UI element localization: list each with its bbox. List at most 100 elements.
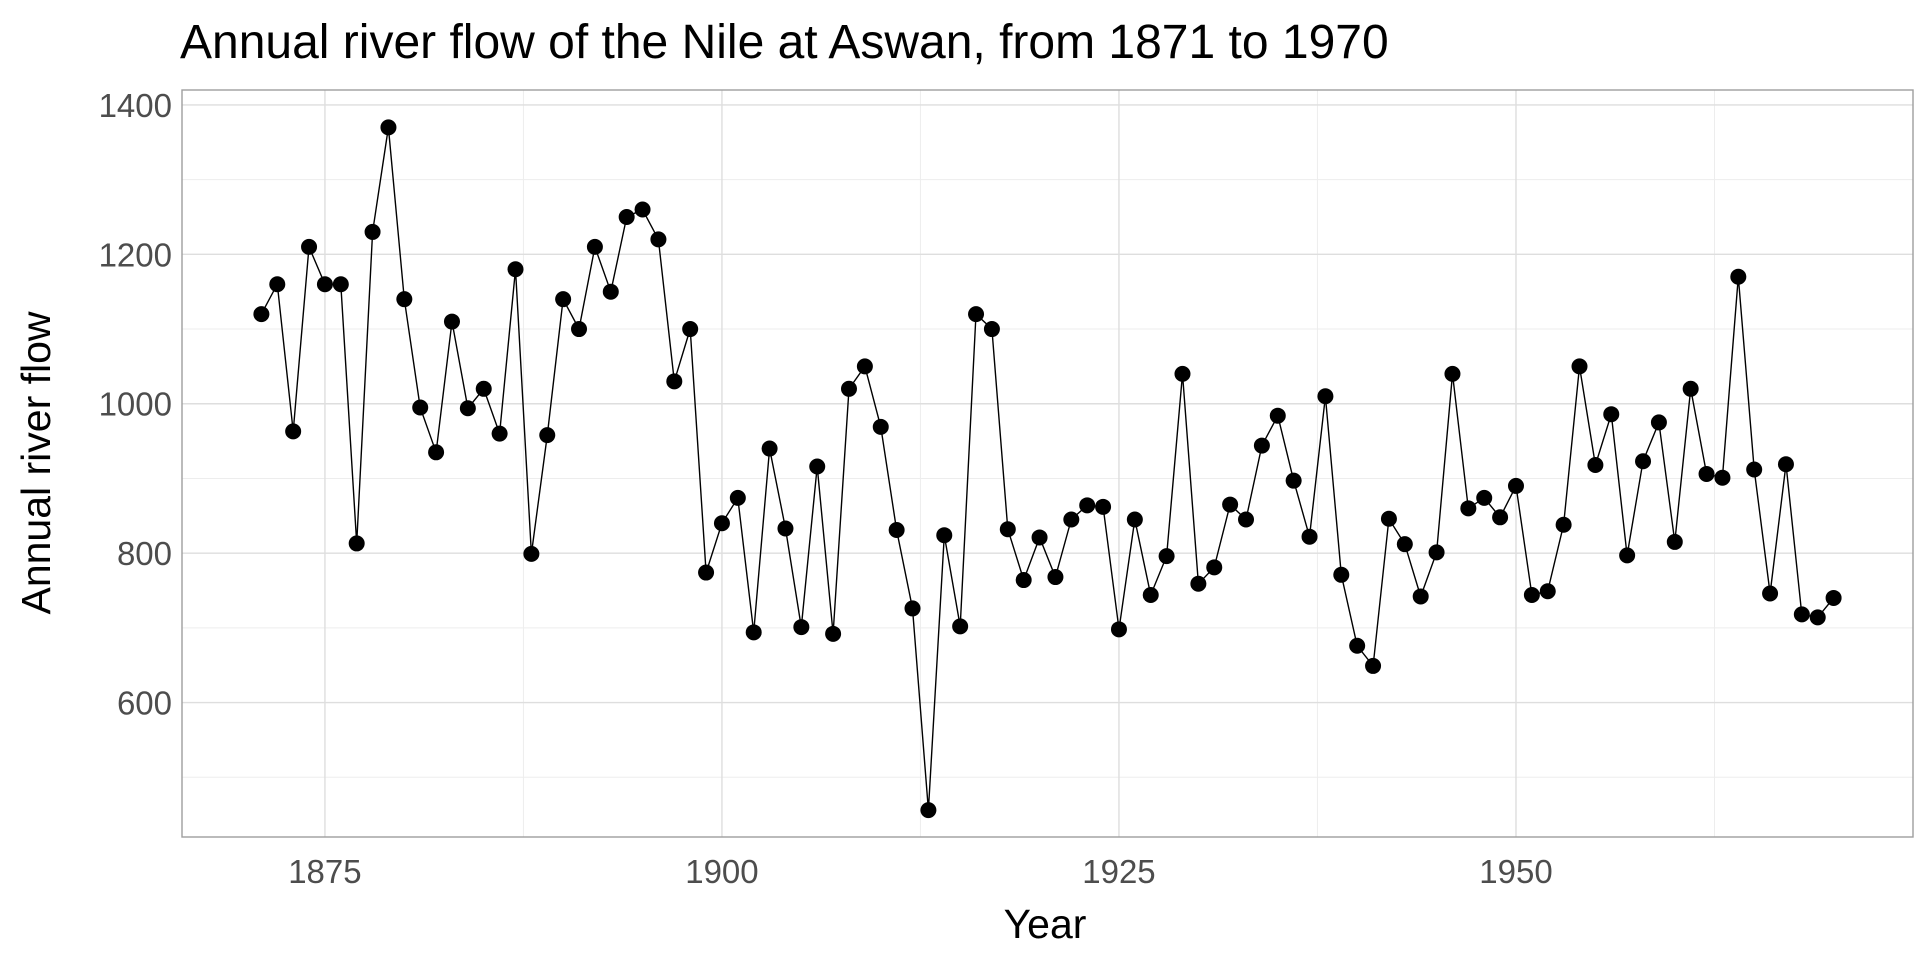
data-point [1190, 575, 1207, 592]
data-point [1222, 496, 1239, 513]
data-point [1603, 406, 1620, 423]
data-point [777, 520, 794, 537]
data-point [507, 261, 524, 278]
data-point [1793, 606, 1810, 623]
data-point [1285, 472, 1302, 489]
data-point [586, 238, 603, 255]
data-point [555, 291, 572, 308]
data-point [1507, 477, 1524, 494]
x-axis-label: Year [1004, 901, 1087, 947]
major-gridlines [182, 90, 1913, 837]
data-point [729, 489, 746, 506]
data-point [1365, 657, 1382, 674]
data-point [316, 276, 333, 293]
data-point [634, 201, 651, 218]
data-point [745, 624, 762, 641]
data-point [1777, 456, 1794, 473]
data-point [682, 321, 699, 338]
data-point [1746, 461, 1763, 478]
data-point [761, 440, 778, 457]
data-point [443, 313, 460, 330]
data-point [1619, 547, 1636, 564]
tick-labels: 1875 1900 1925 1950 600 800 1000 1200 1400 [99, 87, 1553, 890]
data-point [1047, 569, 1064, 586]
data-point [1238, 511, 1255, 528]
data-point [809, 458, 826, 475]
data-point [793, 619, 810, 636]
data-point [1333, 566, 1350, 583]
y-axis-label: Annual river flow [13, 311, 59, 614]
data-point [1571, 358, 1588, 375]
plot-panel-border [181, 89, 1914, 838]
data-point [968, 306, 985, 323]
data-point [952, 618, 969, 635]
data-point [1317, 388, 1334, 405]
data-point [1110, 621, 1127, 638]
data-point [1825, 589, 1842, 606]
minor-gridlines [182, 90, 1913, 837]
chart-title: Annual river flow of the Nile at Aswan, … [180, 16, 1389, 69]
x-tick-label: 1900 [685, 853, 758, 890]
data-point [856, 358, 873, 375]
data-point [475, 380, 492, 397]
x-tick-label: 1925 [1082, 853, 1155, 890]
data-point [1142, 586, 1159, 603]
data-point [1714, 469, 1731, 486]
data-point [904, 600, 921, 617]
y-tick-label: 1000 [99, 386, 172, 423]
data-point [1396, 536, 1413, 553]
data-point [491, 425, 508, 442]
data-point [1587, 456, 1604, 473]
data-point [1555, 516, 1572, 533]
data-point [1095, 498, 1112, 515]
data-point [1126, 511, 1143, 528]
data-point [523, 545, 540, 562]
data-point [666, 373, 683, 390]
data-point [1666, 533, 1683, 550]
data-point [1476, 489, 1493, 506]
data-point [602, 283, 619, 300]
data-point [364, 223, 381, 240]
data-point [1492, 509, 1509, 526]
y-tick-label: 600 [117, 685, 172, 722]
data-point [1380, 510, 1397, 527]
data-point [1158, 548, 1175, 565]
series-line [260, 127, 1835, 811]
data-point [888, 521, 905, 538]
x-tick-label: 1875 [288, 853, 361, 890]
data-point [1650, 414, 1667, 431]
data-point [1079, 497, 1096, 514]
data-point [459, 400, 476, 417]
data-point [1730, 268, 1747, 285]
data-point [698, 564, 715, 581]
y-tick-label: 1400 [99, 87, 172, 124]
data-point [1635, 453, 1652, 470]
y-tick-label: 1200 [99, 236, 172, 273]
data-point [253, 306, 270, 323]
data-point [348, 535, 365, 552]
data-point [1444, 365, 1461, 382]
y-tick-label: 800 [117, 535, 172, 572]
data-point [1031, 529, 1048, 546]
data-point [1015, 572, 1032, 589]
data-point [285, 423, 302, 440]
data-point [1460, 500, 1477, 517]
data-point [396, 291, 413, 308]
data-point [1809, 609, 1826, 626]
data-point [650, 231, 667, 248]
data-point [412, 399, 429, 416]
data-point [1206, 559, 1223, 576]
data-point [1253, 437, 1270, 454]
data-point [920, 802, 937, 819]
data-point [983, 321, 1000, 338]
data-point [1539, 583, 1556, 600]
data-point [332, 276, 349, 293]
data-point [1428, 544, 1445, 561]
data-point [1412, 588, 1429, 605]
data-point [428, 444, 445, 461]
series-layer [253, 119, 1842, 819]
data-point [1762, 585, 1779, 602]
data-point [269, 276, 286, 293]
data-point [618, 208, 635, 225]
